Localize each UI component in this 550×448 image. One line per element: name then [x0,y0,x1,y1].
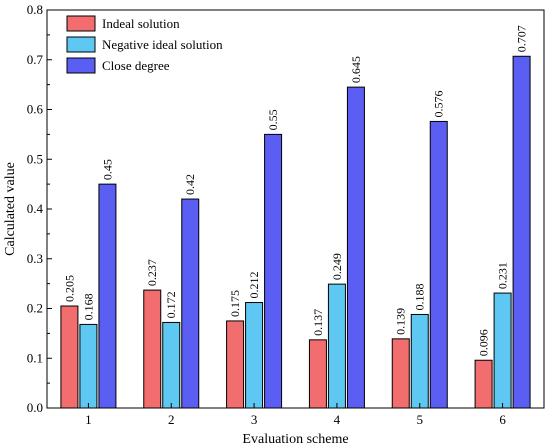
x-tick-label: 5 [417,412,424,427]
legend-swatch [66,15,96,32]
data-label: 0.249 [330,253,344,280]
data-label: 0.168 [81,293,95,320]
bar [181,198,200,409]
bars-layer [60,55,531,409]
legend: Indeal solution Negative ideal solution Cl… [66,15,223,74]
bar [346,86,365,409]
bar [308,339,327,409]
y-tick-label: 0.4 [27,201,44,216]
x-axis-title: Evaluation scheme [242,432,348,447]
x-tick-label: 4 [334,412,341,427]
legend-label: Close degree [102,58,170,73]
data-label: 0.212 [247,272,261,299]
bar [410,313,429,409]
bar [143,289,162,409]
x-tick-label: 1 [85,412,92,427]
y-tick-label: 0.1 [27,350,43,365]
data-label: 0.707 [515,25,529,52]
data-label: 0.645 [349,56,363,83]
y-axis-title: Calculated value [3,162,18,256]
data-label: 0.231 [496,262,510,289]
data-label: 0.237 [145,259,159,286]
legend-swatch [66,36,96,53]
bar [264,133,283,409]
y-tick-label: 0.8 [27,2,43,17]
data-label: 0.45 [100,159,114,180]
plot-background [47,10,544,408]
data-label: 0.576 [432,90,446,117]
bar [512,55,531,409]
data-label: 0.42 [183,174,197,195]
bar [474,359,493,409]
legend-swatch [66,57,96,74]
bar [60,305,79,409]
y-tick-label: 0.6 [27,102,44,117]
data-labels-layer: 0.205 0.237 0.175 0.137 0.139 0.096 0.168 0.172… [62,25,528,356]
bar [429,120,448,409]
y-tick-label: 0.0 [27,400,43,415]
bar [245,302,264,409]
y-tick-label: 0.3 [27,251,43,266]
data-label: 0.55 [266,109,280,130]
data-label: 0.175 [228,290,242,317]
x-tick-label: 2 [168,412,175,427]
data-label: 0.096 [477,329,491,356]
y-tick-label: 0.7 [27,52,44,67]
bar [162,321,181,409]
x-tick-label: 3 [251,412,258,427]
y-tick-label: 0.2 [27,301,43,316]
axes-layer: 0.0 0.1 0.2 0.3 0.4 0.5 0.6 0.7 0.8 1 2 3 4 5 6 [27,2,545,427]
bar [98,183,117,409]
bar [391,338,410,409]
data-label: 0.139 [394,308,408,335]
legend-label: Indeal solution [102,16,180,31]
legend-label: Negative ideal solution [102,37,223,52]
bar [226,320,245,409]
y-tick-label: 0.5 [27,151,43,166]
bar [79,323,98,409]
data-label: 0.172 [164,291,178,318]
data-label: 0.205 [62,275,76,302]
data-label: 0.188 [413,283,427,310]
data-label: 0.137 [311,309,325,336]
bar [493,292,512,409]
bar [327,283,346,409]
plot-area [47,10,544,408]
x-tick-label: 6 [499,412,506,427]
